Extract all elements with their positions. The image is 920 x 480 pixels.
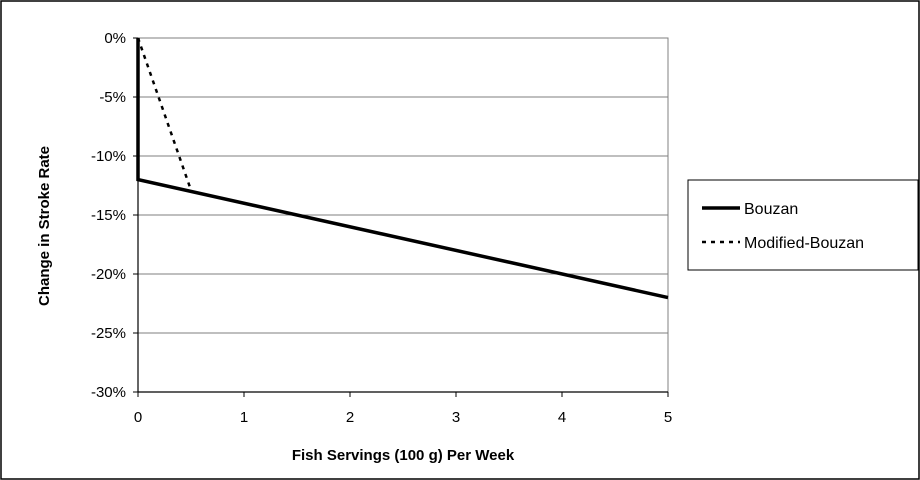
x-tick-label: 1 [240, 409, 248, 426]
y-axis-title: Change in Stroke Rate [36, 146, 53, 306]
x-tick-label: 3 [452, 409, 460, 426]
y-tick-label: -25% [91, 325, 126, 342]
y-tick-label: -10% [91, 148, 126, 165]
tick-labels: 0% -5% -10% -15% -20% -25% -30% 0 1 2 3 4 5 [91, 30, 672, 426]
x-axis-title: Fish Servings (100 g) Per Week [292, 447, 515, 464]
x-tick-label: 4 [558, 409, 566, 426]
legend-label-bouzan: Bouzan [744, 201, 798, 218]
y-tick-label: 0% [104, 30, 126, 47]
series-lines [136, 37, 669, 300]
x-tick-label: 2 [346, 409, 354, 426]
y-tick-label: -30% [91, 384, 126, 401]
x-tick-label: 5 [664, 409, 672, 426]
x-tick-label: 0 [134, 409, 142, 426]
y-tick-label: -15% [91, 207, 126, 224]
legend-label-modified-bouzan: Modified-Bouzan [744, 235, 864, 252]
series-line-bouzan [136, 38, 669, 300]
legend: Bouzan Modified-Bouzan [687, 179, 919, 271]
legend-box [687, 179, 919, 271]
y-tick-label: -5% [99, 89, 126, 106]
y-tick-label: -20% [91, 266, 126, 283]
